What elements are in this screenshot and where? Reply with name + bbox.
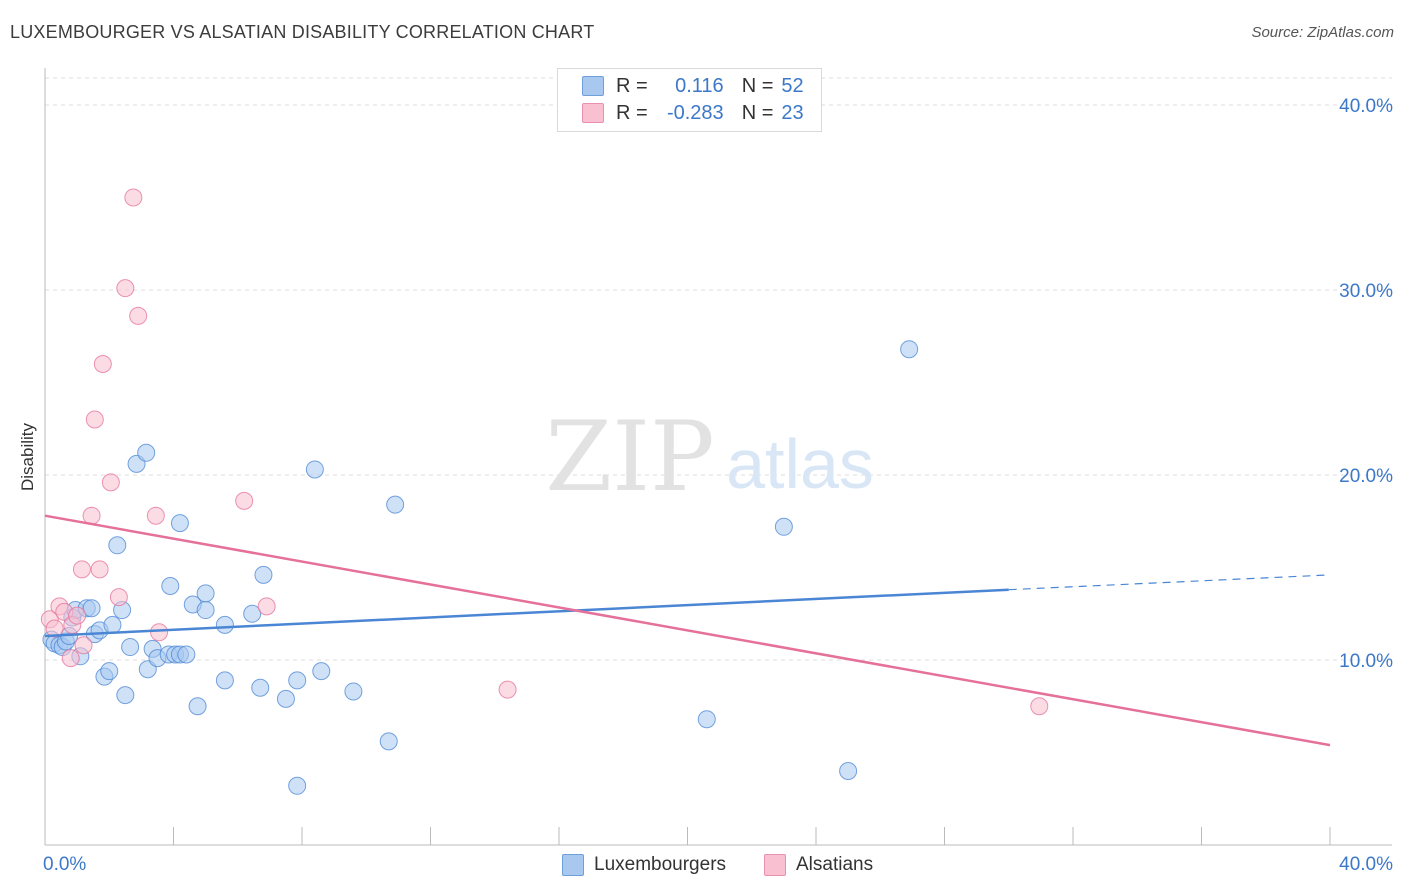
alsatian-point <box>85 410 104 429</box>
legend-r-label: R = <box>616 74 648 97</box>
alsatian-point <box>61 649 80 668</box>
x-tick-label: 40.0% <box>1339 854 1393 875</box>
x-tick-label: 0.0% <box>43 854 86 875</box>
alsatian-point <box>101 473 120 492</box>
luxembourger-point <box>215 671 234 690</box>
luxembourger-point <box>215 615 234 634</box>
alsatian-point <box>109 588 128 607</box>
luxembourger-point <box>344 682 363 701</box>
luxembourger-point <box>305 460 324 479</box>
alsatian-point <box>257 597 276 616</box>
legend-r-label: R = <box>616 101 648 124</box>
trend-lines <box>44 514 1331 747</box>
alsatian-point <box>93 355 112 373</box>
luxembourger-point <box>697 710 716 729</box>
y-tick-label: 10.0% <box>1339 651 1393 672</box>
watermark-zip: ZIP <box>545 401 714 513</box>
stats-legend: R = 0.116 N = 52 R = -0.283 N = 23 <box>557 68 822 132</box>
luxembourger-point <box>254 565 273 584</box>
luxembourger-trend-extension <box>1008 574 1331 591</box>
luxembourger-point <box>121 638 140 657</box>
luxembourger-point <box>100 662 119 681</box>
luxembourger-point <box>774 517 793 536</box>
alsatian-point <box>146 506 165 525</box>
alsatian-point <box>68 606 87 625</box>
alsatian-point <box>235 491 254 510</box>
luxembourger-point <box>386 495 405 514</box>
y-tick-label: 40.0% <box>1339 96 1393 117</box>
luxembourger-point <box>103 615 122 634</box>
luxembourger-point <box>243 604 262 623</box>
bottom-legend-alsatians: Alsatians <box>764 852 873 878</box>
legend-n-label: N = <box>741 74 774 97</box>
legend-n-label: N = <box>741 101 774 124</box>
legend-row-alsatians: R = -0.283 N = 23 <box>582 101 804 125</box>
chart-title: LUXEMBOURGER VS ALSATIAN DISABILITY CORR… <box>10 22 595 42</box>
alsatian-point <box>498 680 517 699</box>
bottom-legend-luxembourgers: Luxembourgers <box>562 852 726 878</box>
legend-row-luxembourgers: R = 0.116 N = 52 <box>582 74 804 98</box>
luxembourger-point <box>379 732 398 751</box>
luxembourger-point <box>276 689 295 708</box>
luxembourger-point <box>116 686 135 705</box>
legend-swatch-blue <box>582 76 604 96</box>
luxembourger-point <box>839 762 858 780</box>
axes <box>44 68 1392 846</box>
alsatian-point <box>45 619 64 638</box>
alsatian-point <box>129 306 148 325</box>
gridlines <box>45 77 1392 661</box>
watermark-atlas: atlas <box>726 425 874 503</box>
luxembourger-point <box>137 443 156 462</box>
source-label: Source: ZipAtlas.com <box>1251 24 1394 41</box>
bottom-legend-label: Luxembourgers <box>594 854 727 875</box>
bottom-legend-label: Alsatians <box>796 854 874 875</box>
alsatian-trend-line <box>44 514 1331 747</box>
y-axis-label: Disability <box>18 422 37 491</box>
luxembourger-trend-line <box>44 588 1009 638</box>
alsatian-point <box>116 279 135 298</box>
alsatian-point <box>74 636 93 655</box>
luxembourger-point <box>900 340 919 359</box>
alsatian-point <box>90 560 109 579</box>
legend-r-value: 0.116 <box>675 74 724 97</box>
luxembourger-point <box>251 678 270 697</box>
alsatian-point <box>124 188 143 207</box>
legend-swatch-blue <box>562 854 584 876</box>
luxembourger-point <box>288 671 307 690</box>
luxembourger-point <box>288 776 307 795</box>
data-points <box>40 188 1049 795</box>
legend-swatch-pink <box>582 103 604 123</box>
luxembourger-point <box>177 645 196 664</box>
luxembourger-point <box>196 601 215 620</box>
luxembourger-point <box>188 697 207 716</box>
luxembourger-point <box>161 577 180 595</box>
alsatian-point <box>150 623 169 642</box>
luxembourger-point <box>170 514 189 533</box>
luxembourger-point <box>312 662 331 681</box>
legend-n-value: 52 <box>781 74 804 97</box>
y-tick-label: 30.0% <box>1339 281 1393 302</box>
luxembourger-point <box>82 599 101 618</box>
tick-labels: 10.0% 20.0% 30.0% 40.0% 0.0% 40.0% <box>43 96 1393 875</box>
legend-r-value: -0.283 <box>666 101 724 124</box>
legend-n-value: 23 <box>781 101 804 124</box>
y-tick-label: 20.0% <box>1339 466 1393 487</box>
alsatian-point <box>72 560 91 579</box>
alsatian-point <box>82 506 101 525</box>
luxembourger-point <box>108 536 127 555</box>
alsatian-point <box>1030 697 1049 716</box>
legend-swatch-pink <box>764 854 786 876</box>
luxembourger-point <box>196 584 215 603</box>
